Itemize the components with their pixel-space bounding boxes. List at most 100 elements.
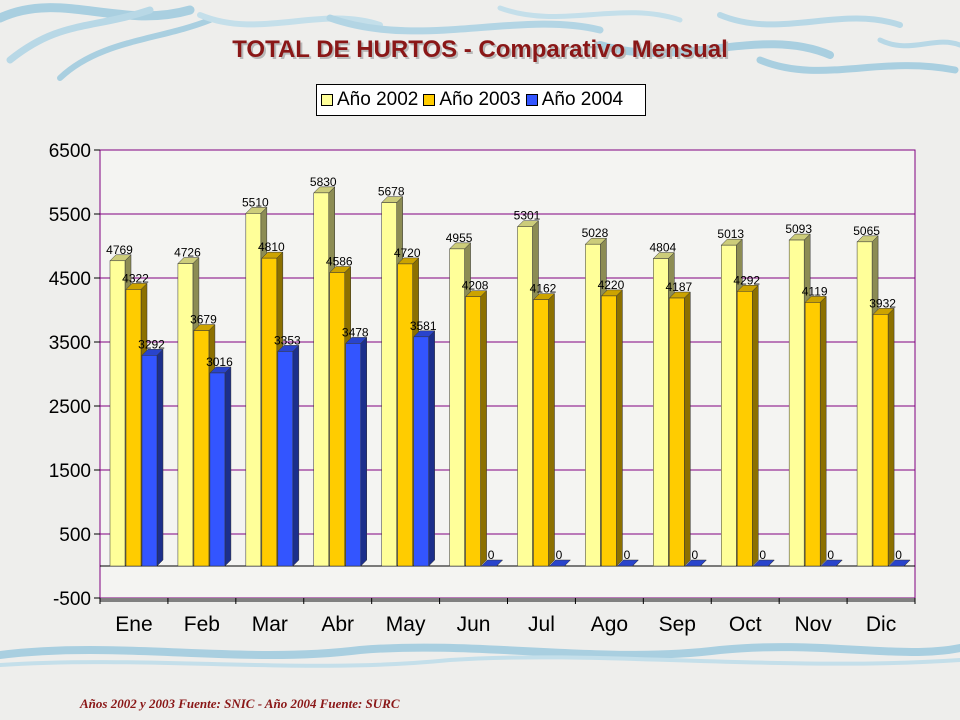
bar-año-2003-nov	[804, 295, 827, 567]
source-footnote: Años 2002 y 2003 Fuente: SNIC - Año 2004…	[80, 696, 400, 711]
bar-año-2003-oct	[736, 284, 759, 567]
data-label: 5093	[785, 222, 812, 236]
bar-año-2004-ago	[616, 559, 640, 567]
bar-side	[292, 344, 300, 567]
x-tick-label: Ene	[115, 613, 152, 636]
bar-año-2004-jun	[480, 559, 504, 567]
y-tick-label: 2500	[49, 397, 91, 418]
legend-swatch-2002	[321, 94, 333, 106]
bar-side	[752, 284, 759, 567]
chart-title-separator: -	[457, 36, 479, 63]
y-tick-label: -500	[53, 589, 91, 610]
y-tick-label: 500	[59, 525, 91, 546]
bar-side	[616, 289, 623, 567]
data-label: 4726	[174, 246, 201, 260]
data-label: 0	[895, 548, 902, 562]
data-label: 4162	[530, 282, 557, 296]
chart-title: TOTAL DE HURTOS - Comparativo Mensual	[0, 36, 960, 64]
data-label: 4292	[733, 273, 760, 287]
plot-area	[99, 149, 916, 599]
legend-label-2003: Año 2003	[439, 89, 521, 110]
bar-top	[616, 559, 640, 567]
bar-front	[737, 291, 753, 567]
bar-front	[177, 263, 194, 567]
data-label: 5013	[717, 227, 744, 241]
x-tick-label: Jun	[457, 613, 491, 636]
data-label: 4955	[446, 231, 473, 245]
bar-front	[193, 330, 210, 567]
bar-front	[721, 244, 737, 567]
bar-top	[820, 559, 843, 567]
bar-año-2004-oct	[752, 559, 775, 567]
bar-top	[752, 559, 775, 567]
bar-año-2004-nov	[820, 559, 843, 567]
legend-item-2002: Año 2002	[321, 89, 418, 111]
y-tick-label: 5500	[49, 205, 91, 226]
bar-front	[601, 295, 617, 567]
bar-front	[449, 248, 465, 567]
y-tick-label: 6500	[49, 141, 91, 162]
x-tick-label: Mar	[252, 613, 288, 636]
data-label: 5028	[582, 226, 609, 240]
bar-front	[585, 243, 601, 567]
data-label: 3581	[410, 319, 437, 333]
x-tick-label: Feb	[184, 613, 220, 636]
y-tick-label: 4500	[49, 269, 91, 290]
data-label: 0	[759, 548, 766, 562]
data-label: 0	[488, 548, 495, 562]
data-label: 0	[624, 548, 631, 562]
bar-side	[819, 295, 827, 567]
data-label: 5301	[514, 209, 541, 223]
data-label: 4720	[394, 246, 421, 260]
y-tick-label: 3500	[49, 333, 91, 354]
data-label: 5065	[853, 224, 880, 238]
bar-side	[360, 336, 367, 567]
bar-front	[517, 226, 533, 567]
bar-front	[788, 239, 805, 567]
legend-item-2004: Año 2004	[525, 89, 623, 111]
bar-año-2004-feb	[209, 366, 232, 567]
data-label: 4187	[665, 280, 692, 294]
x-tick-label: May	[386, 613, 426, 636]
bar-front	[141, 355, 158, 567]
bar-front	[669, 297, 685, 567]
data-label: 3353	[274, 333, 301, 347]
bar-front	[245, 213, 262, 567]
data-label: 5510	[242, 195, 269, 209]
legend-swatch-2004	[525, 94, 538, 106]
bar-front	[413, 336, 429, 567]
data-label: 3016	[206, 355, 233, 369]
bar-front	[277, 351, 294, 567]
bar-side	[548, 293, 555, 567]
bar-top	[548, 559, 572, 567]
bar-año-2004-mar	[277, 344, 300, 567]
data-label: 0	[691, 548, 698, 562]
data-label: 4769	[106, 243, 133, 257]
chart-title-sub: Comparativo Mensual	[478, 36, 728, 63]
bar-año-2004-ene	[141, 348, 164, 567]
x-tick-label: Sep	[659, 613, 696, 636]
data-label: 5830	[310, 175, 337, 189]
legend-item-2003: Año 2003	[423, 89, 521, 111]
bar-front	[345, 343, 361, 567]
bar-front	[856, 241, 873, 567]
bar-año-2004-jul	[548, 559, 572, 567]
data-label: 3292	[138, 337, 165, 351]
bar-front	[533, 299, 549, 567]
bar-año-2004-dic	[888, 559, 911, 567]
bar-año-2003-dic	[872, 307, 895, 567]
y-tick-label: 1500	[49, 461, 91, 482]
bar-front	[261, 257, 278, 567]
bar-side	[224, 366, 232, 567]
x-tick-label: Oct	[729, 613, 762, 636]
data-label: 4322	[122, 271, 149, 285]
bar-top	[480, 559, 504, 567]
data-label: 4810	[258, 240, 285, 254]
legend-swatch-2003	[423, 94, 436, 106]
bar-side	[428, 330, 435, 567]
chart-legend: Año 2002 Año 2003 Año 2004	[316, 84, 646, 116]
bar-side	[156, 348, 164, 567]
x-tick-label: Ago	[591, 613, 628, 636]
